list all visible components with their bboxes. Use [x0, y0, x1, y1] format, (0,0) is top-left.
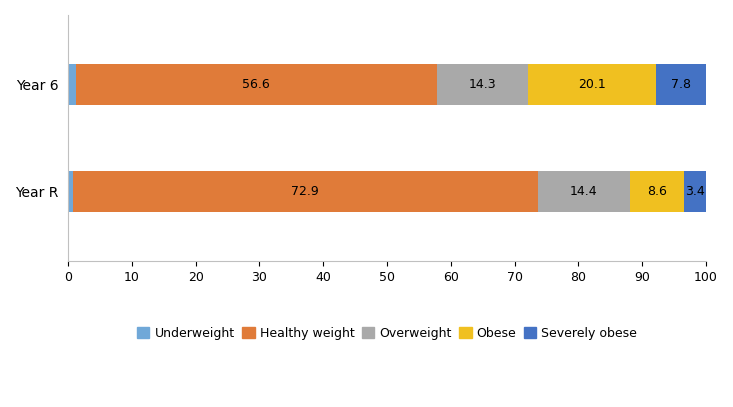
Bar: [685, 171, 706, 212]
Bar: [68, 64, 75, 105]
Text: 3.4: 3.4: [685, 185, 705, 198]
Text: 14.3: 14.3: [468, 78, 496, 91]
Bar: [73, 171, 537, 212]
Text: 72.9: 72.9: [291, 185, 319, 198]
Text: 7.8: 7.8: [671, 78, 691, 91]
Legend: Underweight, Healthy weight, Overweight, Obese, Severely obese: Underweight, Healthy weight, Overweight,…: [132, 322, 642, 345]
Bar: [437, 64, 528, 105]
Bar: [528, 64, 656, 105]
Bar: [68, 171, 73, 212]
Text: 20.1: 20.1: [578, 78, 606, 91]
Bar: [656, 64, 706, 105]
Bar: [537, 171, 630, 212]
Text: 8.6: 8.6: [647, 185, 667, 198]
Bar: [75, 64, 437, 105]
Text: 56.6: 56.6: [243, 78, 270, 91]
Bar: [630, 171, 685, 212]
Text: 14.4: 14.4: [570, 185, 597, 198]
